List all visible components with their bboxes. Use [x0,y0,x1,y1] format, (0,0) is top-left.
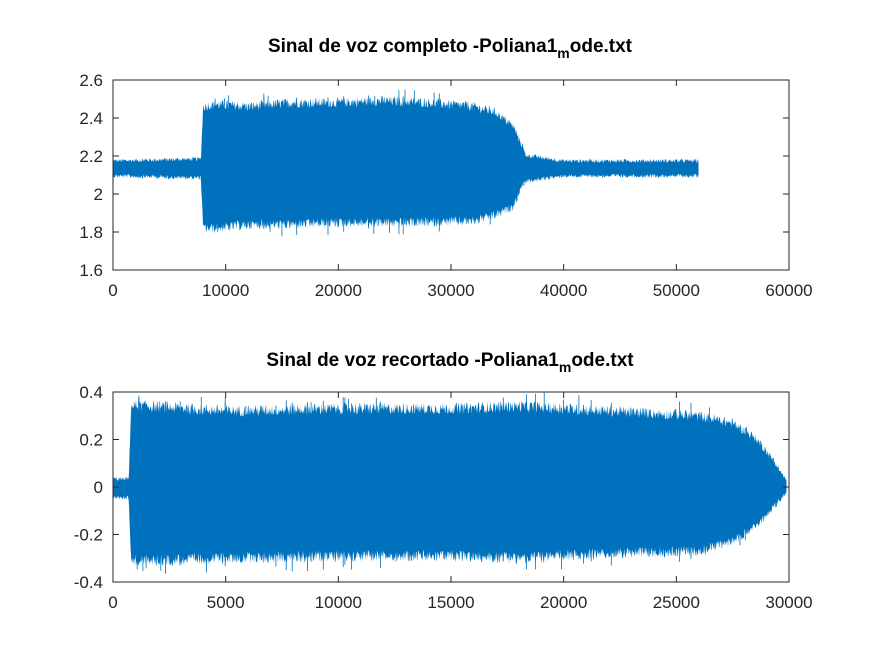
x-tick-label: 15000 [427,593,474,612]
top-plot-tick-layer: 0 10000 20000 30000 40000 50000 60000 1.6 1.8 2 2.… [79,71,812,300]
bottom-plot-title: Sinal de voz recortado -Poliana1mode.txt [266,350,634,375]
x-tick-label: 5000 [207,593,245,612]
y-tick-label: 0 [94,478,103,497]
signal-series-1-0 [113,400,787,567]
top-plot-title: Sinal de voz completo -Poliana1mode.txt [268,36,633,61]
top-plot-axes-box [112,79,790,271]
bottom-plot-tick-layer: 0 5000 10000 15000 20000 25000 30000 -0.4 -0.2 0 0… [74,383,813,612]
x-tick-label: 30000 [765,593,812,612]
x-tick-label: 40000 [540,281,587,300]
bottom-plot-axes-box [112,391,790,583]
top-plot-signal-layer [113,89,699,237]
x-tick-label: 10000 [315,593,362,612]
y-tick-label: 0.4 [79,383,103,402]
y-tick-label: -0.2 [74,526,103,545]
y-tick-label: 1.6 [79,261,103,280]
x-tick-label: 0 [108,281,117,300]
x-tick-label: 0 [108,593,117,612]
x-tick-label: 20000 [540,593,587,612]
y-tick-label: 0.2 [79,431,103,450]
x-tick-label: 25000 [653,593,700,612]
y-tick-label: 2 [94,185,103,204]
bottom-plot-signal-layer [113,392,787,574]
y-tick-label: 2.2 [79,147,103,166]
bottom-plot: Sinal de voz recortado -Poliana1mode.txt… [74,350,813,612]
x-tick-label: 20000 [315,281,362,300]
x-tick-label: 10000 [202,281,249,300]
y-tick-label: 1.8 [79,223,103,242]
x-tick-label: 50000 [653,281,700,300]
y-tick-label: -0.4 [74,573,103,592]
x-tick-label: 30000 [427,281,474,300]
x-tick-label: 60000 [765,281,812,300]
signal-series-0-0 [113,95,699,234]
y-tick-label: 2.4 [79,109,103,128]
top-plot: Sinal de voz completo -Poliana1mode.txt … [79,36,812,300]
y-tick-label: 2.6 [79,71,103,90]
